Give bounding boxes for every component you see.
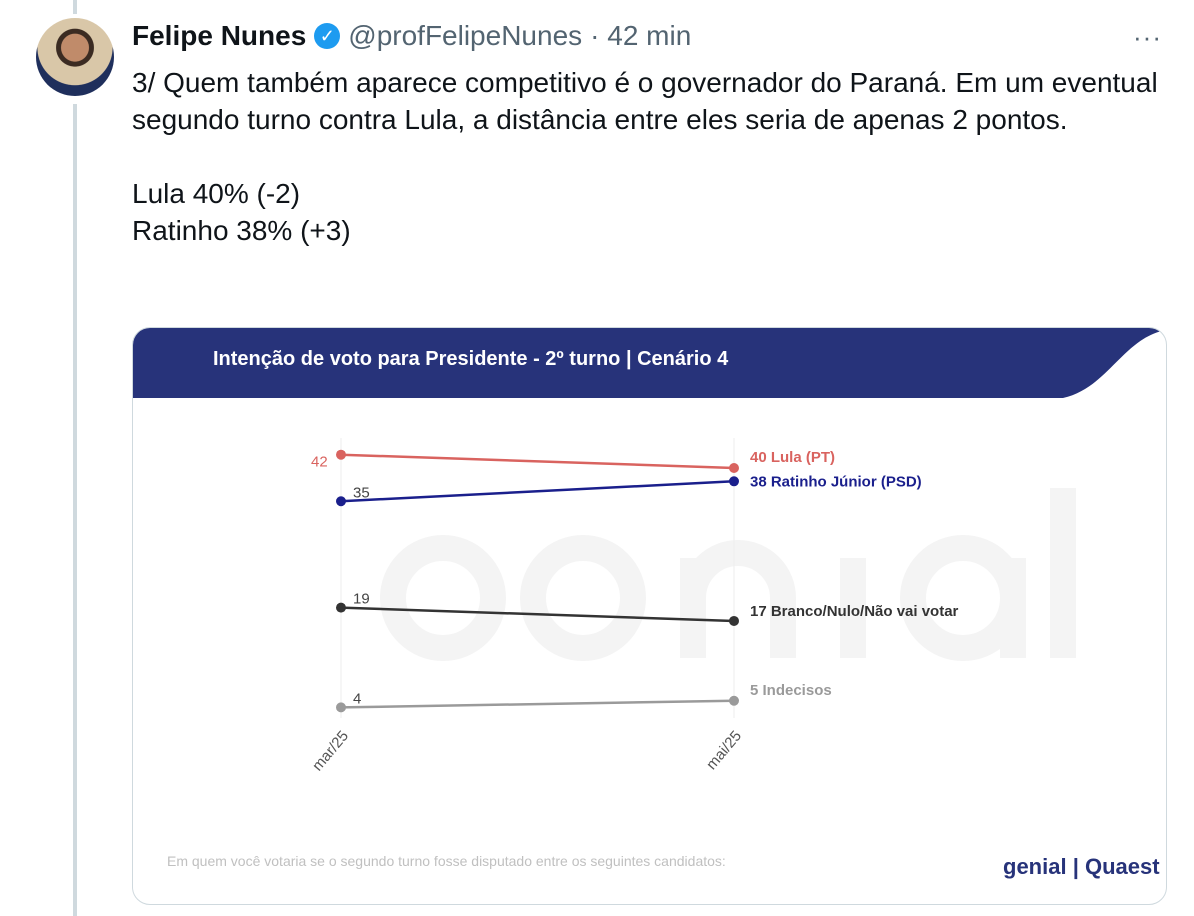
chart-image[interactable]: Intenção de voto para Presidente - 2º tu… bbox=[132, 327, 1167, 905]
x-tick-label: mai/25 bbox=[703, 728, 745, 773]
data-point bbox=[336, 702, 346, 713]
chart-footnote: Em quem você votaria se o segundo turno … bbox=[167, 853, 726, 869]
start-label: 35 bbox=[353, 484, 370, 501]
logo: genial | Quaest bbox=[1003, 854, 1160, 879]
more-options-icon[interactable]: ··· bbox=[1133, 22, 1162, 52]
chart-title: Intenção de voto para Presidente - 2º tu… bbox=[213, 348, 729, 370]
end-label: 38 Ratinho Júnior (PSD) bbox=[750, 473, 922, 490]
thread-line-top bbox=[73, 0, 77, 14]
chart-plot: 42 40 Lula (PT) 35 38 Ratinho Júnior (PSD) 1… bbox=[309, 438, 1076, 775]
author-name[interactable]: Felipe Nunes bbox=[132, 20, 307, 51]
end-label: 17 Branco/Nulo/Não vai votar bbox=[750, 603, 959, 620]
start-label: 42 bbox=[311, 454, 328, 471]
data-point bbox=[729, 615, 739, 626]
series-line bbox=[340, 480, 735, 503]
thread-line bbox=[73, 104, 77, 916]
chart-header-band bbox=[133, 328, 1166, 398]
end-label: 40 Lula (PT) bbox=[750, 449, 835, 466]
data-point bbox=[336, 449, 346, 460]
timestamp[interactable]: · 42 min bbox=[590, 20, 692, 51]
x-tick-label: mar/25 bbox=[309, 728, 352, 775]
series-line bbox=[340, 699, 735, 709]
start-label: 19 bbox=[353, 591, 370, 608]
data-point bbox=[729, 695, 739, 706]
series-line bbox=[340, 453, 735, 470]
series-line bbox=[340, 606, 735, 623]
author-handle[interactable]: @profFelipeNunes bbox=[348, 20, 583, 51]
end-label: 5 Indecisos bbox=[750, 682, 832, 699]
data-point bbox=[336, 602, 346, 613]
verified-badge-icon: ✓ bbox=[314, 23, 341, 49]
tweet-text: 3/ Quem também aparece competitivo é o g… bbox=[132, 67, 1158, 246]
tweet-header: Felipe Nunes ✓ @profFelipeNunes · 42 min bbox=[132, 20, 691, 52]
data-point bbox=[729, 463, 739, 473]
start-label: 4 bbox=[353, 690, 361, 707]
watermark bbox=[380, 488, 1076, 661]
avatar[interactable] bbox=[36, 18, 114, 96]
data-point bbox=[729, 476, 739, 487]
data-point bbox=[336, 496, 346, 507]
